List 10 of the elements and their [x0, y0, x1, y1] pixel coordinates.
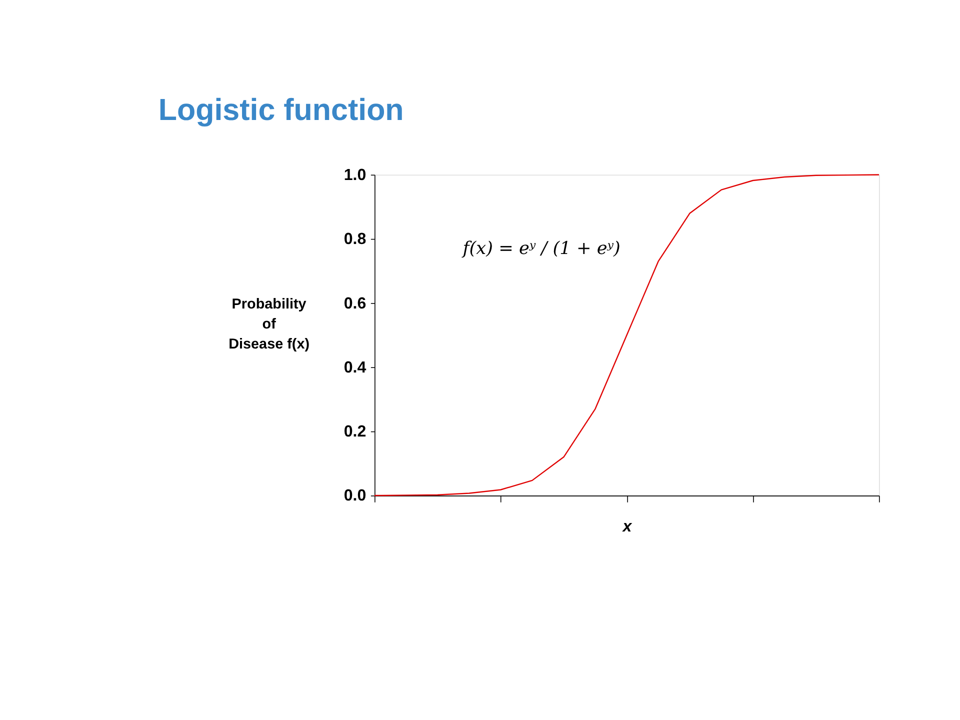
- y-axis-title: Probability of Disease f(x): [228, 296, 310, 352]
- y-tick-label: 0.0: [344, 486, 366, 505]
- annotation: f(x) = eʸ / (1 + eʸ): [460, 239, 621, 260]
- y-tick-label: 0.6: [344, 294, 366, 312]
- x-axis-title: x: [622, 518, 633, 536]
- y-tick-label: 0.2: [344, 422, 366, 441]
- y-tick-label: 1.0: [344, 166, 366, 184]
- y-tick-label: 0.4: [344, 358, 366, 376]
- chart-title: Logistic function: [158, 93, 404, 128]
- y-tick-label: 0.8: [344, 230, 366, 248]
